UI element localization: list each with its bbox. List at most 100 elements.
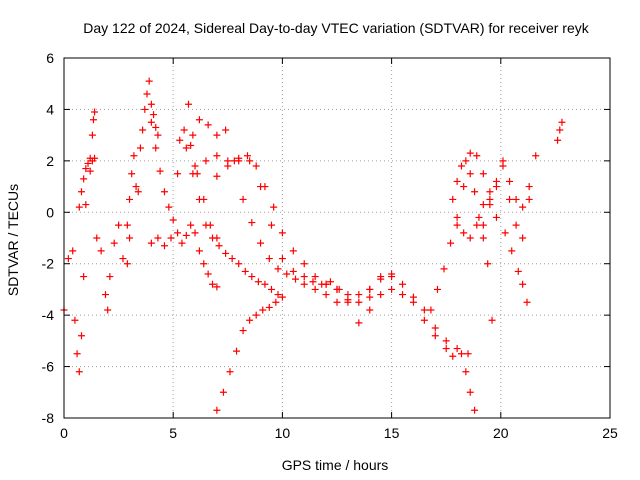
data-point [326, 278, 334, 286]
data-point [267, 285, 275, 293]
data-point [300, 273, 308, 281]
data-point [311, 285, 319, 293]
data-point [228, 255, 236, 263]
data-point [246, 316, 254, 324]
data-point [147, 100, 155, 108]
data-point [525, 195, 533, 203]
data-point [178, 239, 186, 247]
data-point [492, 213, 500, 221]
data-point [169, 216, 177, 224]
series-track-f [147, 100, 221, 250]
data-point [442, 337, 450, 345]
data-point [283, 270, 291, 278]
data-point [128, 170, 136, 178]
data-point [189, 170, 197, 178]
data-point [344, 298, 352, 306]
series-track-c [93, 221, 134, 314]
data-point [213, 152, 221, 160]
data-point [222, 249, 230, 257]
data-point [399, 280, 407, 288]
data-point [471, 188, 479, 196]
y-tick-label: -6 [42, 359, 55, 375]
data-point [479, 234, 487, 242]
series-track-t [554, 118, 566, 144]
data-point [506, 177, 514, 185]
data-point [176, 136, 184, 144]
data-point [195, 116, 203, 124]
data-point [86, 167, 94, 175]
data-point [226, 368, 234, 376]
data-point [202, 221, 210, 229]
data-point [466, 388, 474, 396]
data-point [512, 195, 520, 203]
chart-title: Day 122 of 2024, Sidereal Day-to-day VTE… [83, 20, 589, 36]
data-point [449, 352, 457, 360]
grid [64, 58, 610, 418]
data-point [512, 221, 520, 229]
data-point [222, 126, 230, 134]
y-tick-label: -8 [42, 410, 55, 426]
plot-frame [63, 57, 611, 419]
data-point [519, 280, 527, 288]
data-point [233, 347, 241, 355]
data-point [106, 273, 114, 281]
data-point [213, 283, 221, 291]
data-point [252, 311, 260, 319]
data-point [355, 319, 363, 327]
data-point [267, 221, 275, 229]
data-point [82, 165, 90, 173]
data-point [69, 247, 77, 255]
series-track-p [449, 157, 496, 324]
data-point [333, 298, 341, 306]
data-point [377, 273, 385, 281]
data-point [187, 141, 195, 149]
data-point [213, 131, 221, 139]
data-point [160, 242, 168, 250]
data-point [195, 195, 203, 203]
data-point [484, 260, 492, 268]
data-point [433, 285, 441, 293]
data-point [442, 345, 450, 353]
data-point [152, 123, 160, 131]
data-point [248, 219, 256, 227]
data-point [431, 324, 439, 332]
data-point [300, 280, 308, 288]
data-point [195, 247, 203, 255]
series-track-o [427, 149, 500, 314]
data-point [123, 221, 131, 229]
data-point [141, 105, 149, 113]
data-point [501, 229, 509, 237]
data-point [366, 306, 374, 314]
data-point [440, 265, 448, 273]
data-point [209, 234, 217, 242]
data-point [475, 213, 483, 221]
data-point [270, 203, 278, 211]
data-point [91, 108, 99, 116]
data-point [136, 144, 144, 152]
data-point [126, 195, 134, 203]
data-point [174, 229, 182, 237]
data-point [506, 195, 514, 203]
data-point [492, 183, 500, 191]
data-point [558, 118, 566, 126]
y-axis-label: SDTVAR / TECUs [5, 184, 21, 296]
series-track-b [75, 108, 99, 211]
data-point [126, 234, 134, 242]
data-point [160, 188, 168, 196]
data-point [447, 239, 455, 247]
data-point [97, 247, 105, 255]
data-point [453, 221, 461, 229]
series-track-h [187, 116, 343, 293]
data-point [84, 159, 92, 167]
data-point [241, 267, 249, 275]
data-point [278, 229, 286, 237]
x-tick-label: 25 [602, 425, 618, 441]
data-point [274, 291, 282, 299]
data-point [252, 162, 260, 170]
data-point [152, 144, 160, 152]
data-point [460, 229, 468, 237]
data-point [202, 157, 210, 165]
data-point [154, 131, 162, 139]
data-point [322, 291, 330, 299]
data-point [261, 280, 269, 288]
